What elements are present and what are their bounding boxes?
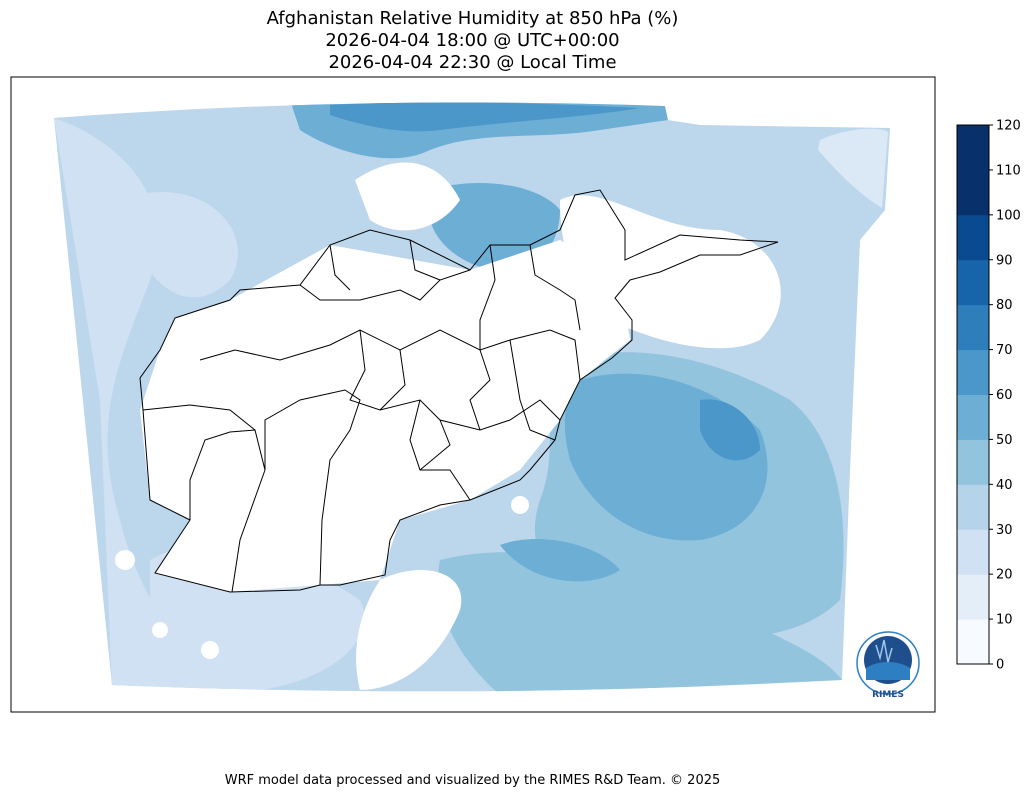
logo-text: RIMES [872, 690, 904, 700]
rimes-logo-icon: RIMES [856, 631, 920, 700]
local-time: 2026-04-04 22:30 @ Local Time [328, 52, 617, 73]
colorbar-bin [957, 619, 989, 665]
colorbar-tick-label: 0 [996, 658, 1004, 673]
colorbar-tick-label: 50 [996, 433, 1013, 448]
colorbar-tick-label: 40 [996, 478, 1013, 493]
colorbar-tick-label: 10 [996, 613, 1013, 628]
colorbar-tick-label: 120 [996, 119, 1021, 134]
colorbar: 0 10 20 30 40 50 60 70 80 90 100 110 120 [956, 119, 1021, 673]
colorbar-tick-label: 30 [996, 523, 1013, 538]
colorbar-bin [957, 574, 989, 620]
map-title: Afghanistan Relative Humidity at 850 hPa… [266, 8, 679, 29]
colorbar-bin [957, 259, 989, 306]
colorbar-tick-label: 110 [996, 163, 1021, 178]
colorbar-bin [957, 439, 989, 485]
colorbar-bin [957, 125, 989, 171]
colorbar-tick-label: 60 [996, 388, 1013, 403]
colorbar-bin [957, 214, 989, 261]
tibet-patch [818, 128, 888, 208]
colorbar-bin [957, 169, 989, 216]
colorbar-tick-label: 80 [996, 298, 1013, 313]
colorbar-bin [957, 304, 989, 351]
colorbar-tick-label: 90 [996, 253, 1013, 268]
footer-credit: WRF model data processed and visualized … [224, 773, 721, 788]
colorbar-tick-label: 70 [996, 343, 1013, 358]
colorbar-bin [957, 394, 989, 440]
province-boundaries [139, 189, 779, 593]
colorbar-bin [957, 484, 989, 530]
colorbar-tick-label: 100 [996, 208, 1021, 223]
colorbar-tick-label: 20 [996, 568, 1013, 583]
humidity-field [54, 102, 890, 692]
colorbar-bin [957, 529, 989, 575]
colorbar-bin [957, 349, 989, 395]
utc-time: 2026-04-04 18:00 @ UTC+00:00 [325, 30, 620, 51]
